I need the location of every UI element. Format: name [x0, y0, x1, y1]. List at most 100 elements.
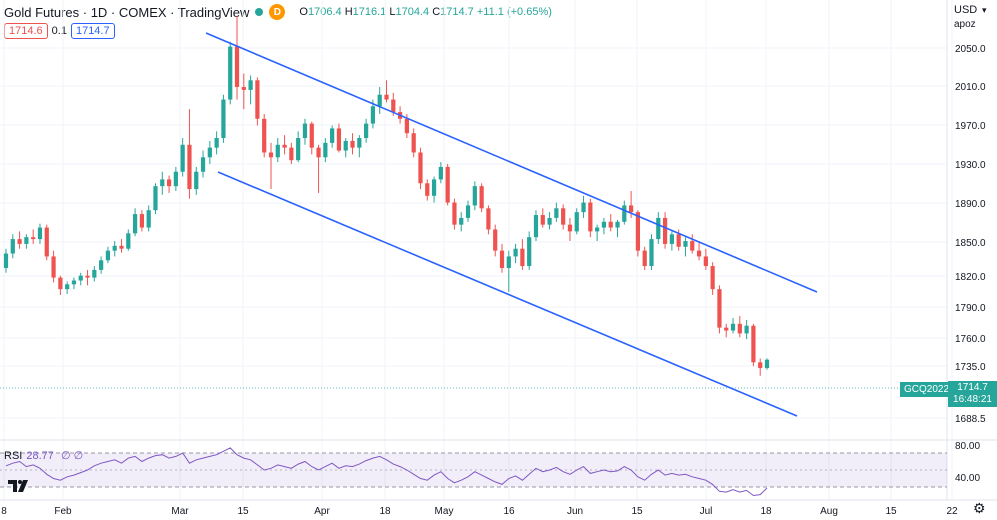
dropdown-icon[interactable]: ▾	[982, 5, 987, 15]
candle-body	[180, 144, 185, 172]
candle-body	[669, 234, 674, 244]
rsi-legend[interactable]: RSI 28.77 ∅ ∅	[4, 449, 83, 462]
chart-header: Gold Futures · 1D · COMEX · TradingView …	[4, 4, 552, 20]
candle-body	[561, 208, 566, 225]
candle-body	[160, 179, 165, 187]
candle-body	[207, 147, 212, 158]
time-tick-label: Jun	[567, 506, 583, 517]
candle-body	[58, 277, 63, 290]
ask-box[interactable]: 1714.7	[70, 23, 115, 39]
close-label: C	[432, 6, 441, 18]
currency-label[interactable]: USD	[954, 4, 977, 16]
candle-body	[744, 325, 749, 334]
candle-body	[92, 269, 97, 278]
candle-body	[364, 123, 369, 139]
price-tick-label: 1820.0	[955, 272, 986, 283]
candle-body	[85, 275, 90, 278]
high-value: 1716.1	[352, 6, 387, 18]
candle-body	[51, 256, 56, 278]
candle-body	[649, 239, 654, 267]
current-price-tag: 1714.7 16:48:21	[948, 381, 997, 407]
time-tick-label: 15	[885, 506, 897, 517]
candle-body	[275, 144, 280, 158]
channel-lower-line[interactable]	[217, 171, 798, 417]
candle-body	[241, 87, 246, 90]
candles	[3, 15, 770, 376]
candle-body	[642, 250, 647, 267]
candle-body	[758, 362, 763, 369]
candle-body	[316, 147, 321, 158]
candle-body	[350, 140, 355, 148]
candle-body	[459, 217, 464, 225]
candle-body	[330, 128, 335, 143]
candle-body	[499, 250, 505, 268]
candle-body	[601, 221, 607, 228]
candle-body	[44, 227, 49, 257]
candle-body	[574, 212, 579, 232]
candle-body	[234, 46, 240, 88]
current-price-value: 1714.7	[957, 382, 988, 393]
candle-body	[506, 256, 511, 268]
time-axis[interactable]: 8 Feb Mar 15 Apr 18 May 16 Jun 15 Jul 18 Aug 15 22	[1, 506, 958, 517]
time-tick-label: 15	[631, 506, 643, 517]
candle-body	[588, 202, 593, 232]
scale-mode-label[interactable]: apoz	[954, 19, 976, 30]
candle-body	[221, 99, 226, 139]
grid-lines	[0, 0, 953, 500]
candle-body	[486, 208, 491, 230]
candle-body	[139, 214, 144, 228]
candle-body	[71, 280, 77, 285]
candle-body	[200, 157, 206, 172]
open-value: 1706.4	[307, 6, 342, 18]
candle-body	[357, 138, 362, 148]
delay-badge[interactable]: D	[269, 4, 286, 20]
price-tick-label: 1930.0	[955, 160, 986, 171]
price-axis[interactable]: 2050.0 2010.0 1970.0 1930.0 1890.0 1850.0 1820…	[955, 44, 986, 425]
candle-body	[730, 323, 736, 331]
rsi-band	[0, 453, 947, 487]
ohlc-readout: O1706.4 H1716.1 L1704.4 C1714.7 +11.1 (+…	[299, 6, 551, 18]
candle-body	[255, 80, 260, 119]
candle-body	[710, 266, 715, 290]
candle-body	[608, 221, 613, 228]
candle-body	[418, 152, 423, 184]
candle-body	[533, 215, 539, 238]
candle-body	[99, 260, 104, 270]
candle-body	[425, 183, 430, 196]
candle-body	[112, 245, 117, 251]
candle-body	[581, 202, 586, 213]
candle-body	[268, 152, 274, 158]
ticker-badge: GCQ2022	[900, 382, 954, 397]
time-tick-label: 8	[1, 506, 7, 517]
time-tick-label: Jul	[700, 506, 713, 517]
close-value: 1714.7	[440, 6, 474, 18]
candle-body	[78, 275, 83, 281]
candle-body	[370, 106, 376, 124]
price-tick-label: 2050.0	[955, 44, 986, 55]
candle-body	[595, 227, 600, 232]
candle-body	[228, 46, 233, 100]
candle-body	[615, 221, 620, 228]
candle-body	[65, 284, 70, 290]
rsi-axis: 80.00 40.00	[955, 441, 980, 484]
channel-upper-line[interactable]	[205, 32, 818, 293]
price-tick-label: 1790.0	[955, 303, 986, 314]
time-tick-label: 15	[237, 506, 249, 517]
candle-body	[37, 227, 43, 240]
change-value: +11.1 (+0.65%)	[476, 6, 552, 18]
time-tick-label: 16	[503, 506, 515, 517]
candle-body	[24, 237, 29, 244]
candle-body	[17, 239, 22, 244]
rsi-tick-label: 80.00	[955, 441, 980, 452]
low-label: L	[389, 6, 396, 18]
tradingview-logo-icon[interactable]	[6, 474, 30, 496]
candle-body	[3, 253, 9, 268]
candle-body	[384, 94, 389, 100]
rsi-extra: ∅ ∅	[60, 450, 84, 462]
candle-body	[683, 241, 688, 247]
gear-icon[interactable]: ⚙	[973, 500, 986, 516]
rsi-line	[5, 447, 768, 497]
time-tick-label: Apr	[314, 506, 330, 517]
symbol-title[interactable]: Gold Futures · 1D · COMEX · TradingView	[4, 4, 250, 20]
